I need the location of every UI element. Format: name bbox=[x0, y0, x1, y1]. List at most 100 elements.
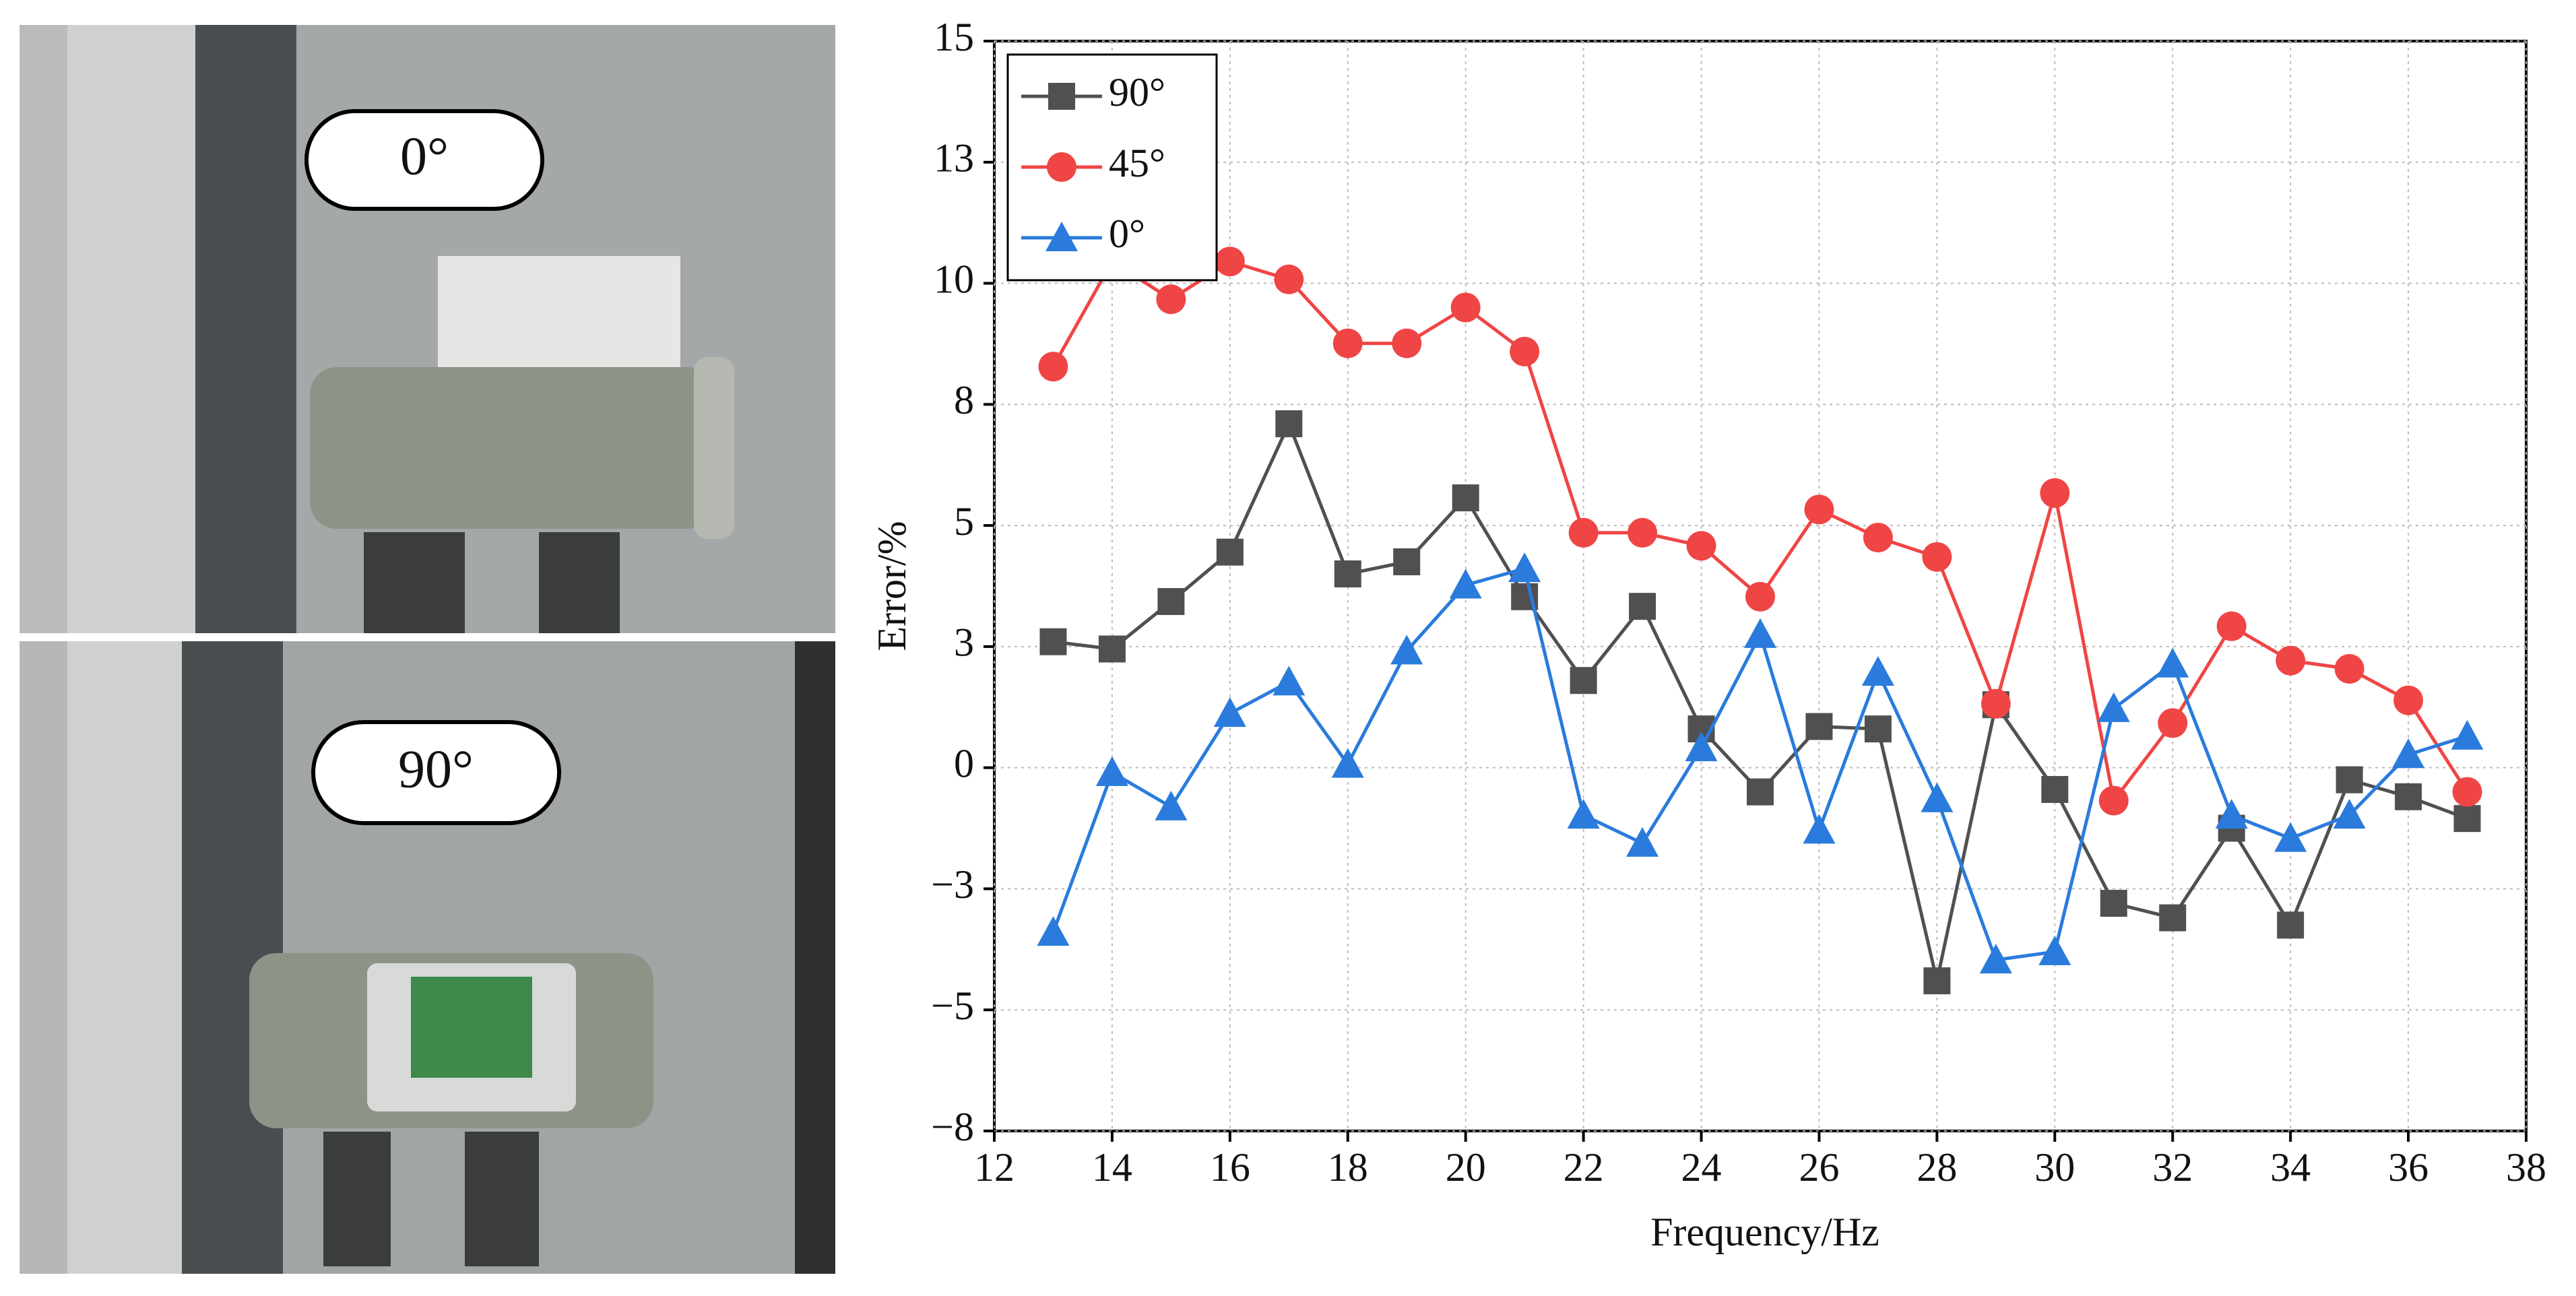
marker bbox=[2453, 805, 2481, 833]
x-tick-label: 30 bbox=[2034, 1145, 2075, 1190]
marker bbox=[2393, 685, 2424, 715]
marker bbox=[1568, 517, 1599, 548]
marker bbox=[1156, 284, 1186, 315]
marker bbox=[2451, 719, 2484, 750]
marker bbox=[2097, 692, 2130, 722]
marker bbox=[1923, 967, 1951, 995]
marker bbox=[1744, 618, 1776, 648]
y-tick-label: −5 bbox=[931, 983, 974, 1028]
marker bbox=[1452, 484, 1479, 512]
x-tick-label: 34 bbox=[2270, 1145, 2311, 1190]
x-tick-label: 28 bbox=[1917, 1145, 1957, 1190]
marker bbox=[1979, 944, 2012, 974]
legend-marker bbox=[1048, 83, 1075, 110]
marker bbox=[1629, 593, 1656, 620]
marker bbox=[1861, 656, 1894, 686]
x-tick-label: 14 bbox=[1092, 1145, 1132, 1190]
marker bbox=[2038, 935, 2071, 965]
marker bbox=[1449, 569, 1482, 599]
marker bbox=[1215, 247, 1245, 277]
legend-label: 90° bbox=[1109, 70, 1165, 115]
marker bbox=[1803, 814, 1836, 844]
marker bbox=[1037, 916, 1070, 946]
x-tick-label: 36 bbox=[2388, 1145, 2428, 1190]
y-tick-label: 3 bbox=[954, 620, 974, 665]
series-line bbox=[1053, 419, 2468, 981]
marker bbox=[1393, 548, 1421, 576]
marker bbox=[1747, 778, 1774, 806]
photo-label: 90° bbox=[398, 740, 474, 799]
marker bbox=[2334, 653, 2364, 684]
marker bbox=[1567, 799, 1600, 829]
marker bbox=[1332, 328, 1363, 358]
legend-marker bbox=[1047, 152, 1076, 182]
marker bbox=[2215, 799, 2248, 829]
photo-top: 0° bbox=[20, 25, 835, 633]
x-tick-label: 12 bbox=[974, 1145, 1015, 1190]
marker bbox=[2100, 890, 2127, 917]
y-tick-label: 15 bbox=[934, 15, 974, 59]
marker bbox=[1805, 713, 1833, 740]
marker bbox=[1508, 552, 1541, 583]
marker bbox=[1390, 635, 1423, 665]
legend-label: 0° bbox=[1109, 212, 1145, 256]
marker bbox=[1626, 827, 1659, 857]
marker bbox=[1038, 352, 1068, 382]
marker bbox=[1157, 588, 1185, 616]
marker bbox=[2156, 647, 2189, 678]
marker bbox=[2041, 776, 2069, 804]
y-tick-label: 0 bbox=[954, 741, 974, 785]
marker bbox=[1510, 336, 1540, 366]
marker bbox=[1570, 667, 1597, 694]
y-tick-label: −8 bbox=[931, 1105, 974, 1149]
marker bbox=[2336, 766, 2363, 793]
marker bbox=[1334, 560, 1361, 588]
marker bbox=[2098, 785, 2129, 816]
marker bbox=[1392, 328, 1422, 358]
y-tick-label: 13 bbox=[934, 136, 974, 181]
marker bbox=[2216, 611, 2247, 641]
marker bbox=[2276, 645, 2306, 676]
marker bbox=[2392, 738, 2425, 769]
x-axis-label: Frequency/Hz bbox=[1650, 1210, 1879, 1254]
marker bbox=[1331, 748, 1364, 778]
marker bbox=[1864, 715, 1892, 743]
marker bbox=[1922, 542, 1952, 572]
marker bbox=[1921, 782, 1954, 812]
y-tick-label: 8 bbox=[954, 378, 974, 422]
legend-marker bbox=[1045, 222, 1078, 251]
marker bbox=[1275, 410, 1303, 438]
series-line bbox=[1052, 259, 2469, 805]
marker bbox=[1095, 756, 1128, 786]
x-tick-label: 24 bbox=[1681, 1145, 1722, 1190]
y-tick-label: 5 bbox=[954, 499, 974, 544]
marker bbox=[2040, 478, 2070, 508]
marker bbox=[1098, 635, 1126, 663]
x-tick-label: 18 bbox=[1328, 1145, 1368, 1190]
marker bbox=[1863, 523, 1893, 553]
marker bbox=[1274, 264, 1304, 294]
marker bbox=[1745, 581, 1775, 612]
y-axis-label: Error/% bbox=[870, 521, 914, 651]
marker bbox=[2159, 904, 2187, 932]
marker bbox=[1450, 292, 1481, 323]
marker bbox=[1628, 517, 1658, 548]
marker bbox=[1155, 790, 1188, 820]
marker bbox=[2333, 799, 2366, 829]
marker bbox=[2395, 783, 2422, 810]
x-tick-label: 32 bbox=[2152, 1145, 2193, 1190]
marker bbox=[1216, 538, 1244, 566]
marker bbox=[2158, 708, 2188, 738]
x-tick-label: 38 bbox=[2506, 1145, 2546, 1190]
marker bbox=[1273, 666, 1306, 696]
marker bbox=[2452, 777, 2482, 807]
photo-bottom: 90° bbox=[20, 641, 835, 1274]
marker bbox=[1685, 732, 1718, 762]
marker bbox=[1039, 628, 1067, 655]
marker bbox=[1804, 494, 1834, 525]
legend-label: 45° bbox=[1109, 141, 1165, 185]
photo-label: 0° bbox=[400, 127, 449, 186]
x-tick-label: 22 bbox=[1564, 1145, 1604, 1190]
marker bbox=[2277, 911, 2305, 939]
